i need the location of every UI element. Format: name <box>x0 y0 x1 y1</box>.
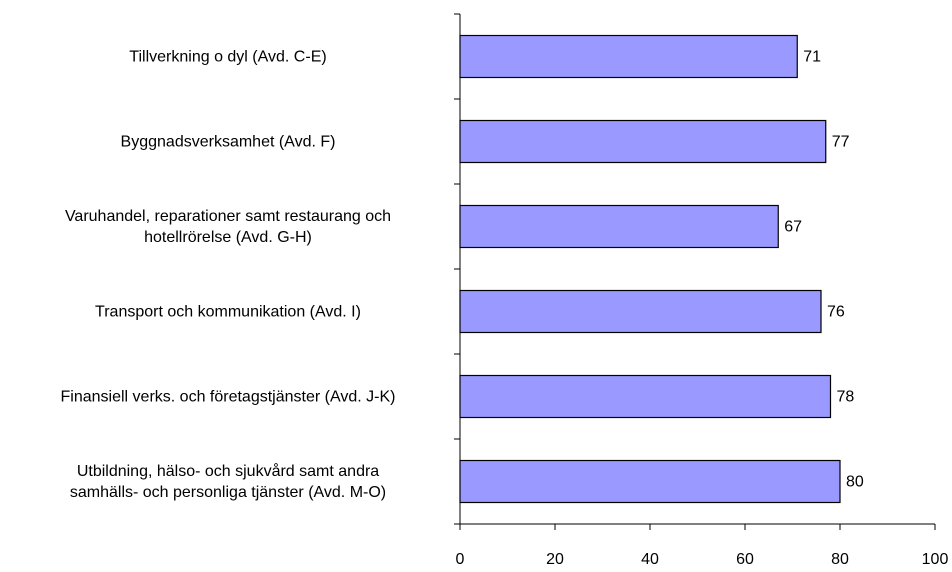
value-label: 67 <box>784 219 802 236</box>
y-tick-label: Byggnadsverksamhet (Avd. F) <box>120 133 336 150</box>
y-tick-label: Finansiell verks. och företagstjänster (… <box>60 388 396 405</box>
x-tick-label: 20 <box>546 551 564 568</box>
y-tick-label: Varuhandel, reparationer samt restaurang… <box>64 207 392 246</box>
y-tick-label: Transport och kommunikation (Avd. I) <box>95 303 361 320</box>
x-tick-label: 40 <box>641 551 659 568</box>
value-label: 71 <box>803 49 821 66</box>
bar <box>459 289 822 334</box>
value-label: 77 <box>832 134 850 151</box>
x-tick-label: 60 <box>736 551 754 568</box>
y-tick-label: Tillverkning o dyl (Avd. C-E) <box>129 48 327 65</box>
bar <box>459 374 832 419</box>
value-label: 78 <box>837 389 855 406</box>
bar <box>459 34 798 79</box>
bar <box>459 204 779 249</box>
x-tick-label: 100 <box>922 551 949 568</box>
x-tick-label: 0 <box>456 551 465 568</box>
bar <box>459 119 827 164</box>
value-label: 76 <box>827 304 845 321</box>
value-label: 80 <box>846 474 864 491</box>
x-tick-label: 80 <box>831 551 849 568</box>
y-tick-label: Utbildning, hälso- och sjukvård samt and… <box>69 462 387 501</box>
bar <box>459 459 841 504</box>
